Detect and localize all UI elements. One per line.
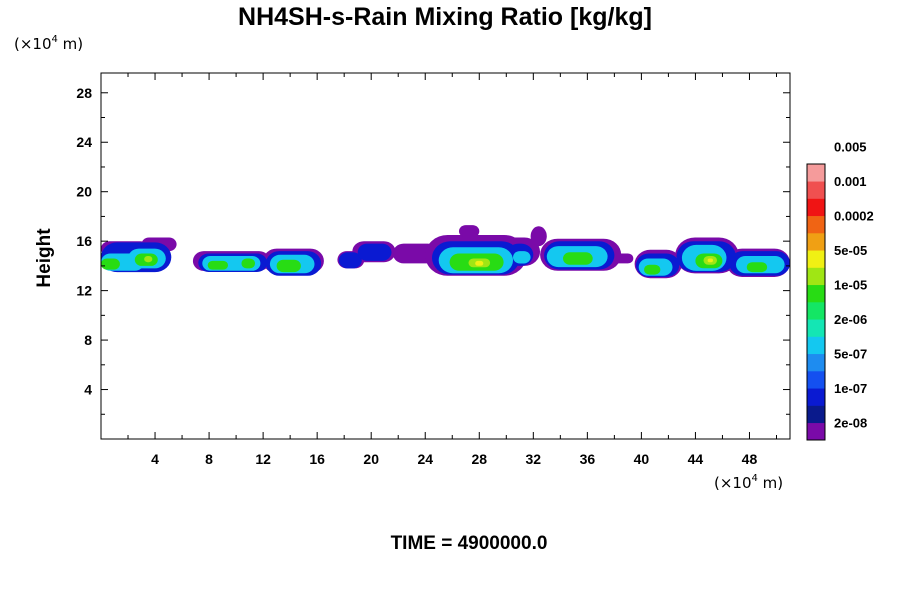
cloud-blob bbox=[144, 256, 153, 263]
x-tick-label: 12 bbox=[255, 451, 271, 467]
y-axis: 4 8 12 16 20 24 28 bbox=[76, 85, 790, 415]
colorbar-swatch bbox=[807, 405, 825, 424]
colorbar-label: 5e-07 bbox=[834, 346, 867, 361]
y-unit-exp: 4 bbox=[52, 34, 58, 45]
x-unit-label: (×104 m) bbox=[714, 473, 783, 492]
y-tick-label: 4 bbox=[84, 382, 92, 398]
x-axis: 4 8 12 16 20 24 28 32 36 40 44 48 bbox=[127, 73, 777, 467]
cloud-blob bbox=[530, 226, 547, 247]
colorbar-swatch bbox=[807, 336, 825, 355]
colorbar-swatch bbox=[807, 250, 825, 268]
cloud-blob bbox=[338, 252, 362, 269]
colorbar-swatch bbox=[807, 422, 825, 441]
colorbar-label: 2e-08 bbox=[834, 415, 867, 430]
x-tick-label: 16 bbox=[309, 451, 325, 467]
colorbar-frame bbox=[806, 163, 826, 441]
y-tick-label: 28 bbox=[76, 85, 92, 101]
colorbar-swatch bbox=[807, 302, 825, 320]
x-tick-label: 32 bbox=[526, 451, 542, 467]
x-tick-label: 24 bbox=[417, 451, 433, 467]
colorbar-label: 5e-05 bbox=[834, 243, 867, 258]
x-unit-suffix: m) bbox=[758, 474, 783, 492]
colorbar-label: 2e-06 bbox=[834, 312, 867, 327]
cloud-blob bbox=[746, 262, 768, 273]
y-tick-label: 20 bbox=[76, 184, 92, 200]
colorbar: 2e-08 1e-07 5e-07 2e-06 1e-05 5e-05 0.0002 0.00… bbox=[806, 139, 874, 441]
y-tick-label: 12 bbox=[76, 283, 92, 299]
x-tick-label: 36 bbox=[580, 451, 596, 467]
colorbar-label: 1e-07 bbox=[834, 381, 867, 396]
cloud-blob bbox=[357, 243, 392, 261]
x-tick-label: 44 bbox=[688, 451, 704, 467]
colorbar-swatch bbox=[807, 233, 825, 251]
colorbar-label: 0.0002 bbox=[834, 208, 874, 223]
y-unit-label: (×104 m) bbox=[14, 34, 83, 53]
colorbar-swatch bbox=[807, 181, 825, 199]
plot-frame bbox=[100, 72, 791, 440]
y-unit-prefix: (×10 bbox=[14, 35, 52, 53]
cloud-blob bbox=[207, 260, 228, 270]
chart-title: NH4SH-s-Rain Mixing Ratio [kg/kg] bbox=[238, 3, 652, 31]
colorbar-label: 0.005 bbox=[834, 139, 867, 154]
colorbar-swatch bbox=[807, 215, 825, 234]
cloud-blob bbox=[276, 259, 301, 273]
y-tick-label: 24 bbox=[76, 134, 92, 150]
x-unit-exp: 4 bbox=[752, 473, 758, 484]
x-unit-prefix: (×10 bbox=[714, 474, 752, 492]
colorbar-swatch bbox=[807, 198, 825, 217]
colorbar-swatch bbox=[807, 371, 825, 389]
colorbar-swatch bbox=[807, 319, 825, 337]
colorbar-swatch bbox=[807, 164, 825, 182]
x-tick-label: 4 bbox=[151, 451, 159, 467]
y-axis-label: Height bbox=[34, 228, 55, 288]
colorbar-swatch bbox=[807, 284, 825, 303]
time-label: TIME = 4900000.0 bbox=[391, 533, 548, 554]
cloud-blob bbox=[707, 258, 713, 263]
cloud-blob bbox=[513, 251, 531, 264]
y-tick-label: 8 bbox=[84, 332, 92, 348]
cloud-blob bbox=[644, 264, 661, 275]
colorbar-swatch bbox=[807, 388, 825, 406]
cloud-blob bbox=[459, 225, 480, 238]
cloud-field bbox=[101, 225, 790, 279]
cloud-blob bbox=[101, 258, 120, 270]
x-tick-label: 48 bbox=[742, 451, 758, 467]
cloud-blob bbox=[563, 252, 593, 265]
cloud-blob bbox=[609, 253, 634, 264]
x-tick-label: 40 bbox=[634, 451, 650, 467]
x-tick-label: 28 bbox=[471, 451, 487, 467]
cloud-blob bbox=[241, 258, 255, 269]
x-tick-label: 20 bbox=[363, 451, 379, 467]
cloud-blob bbox=[475, 260, 484, 266]
y-unit-suffix: m) bbox=[58, 35, 83, 53]
y-tick-label: 16 bbox=[76, 233, 92, 249]
colorbar-swatch bbox=[807, 267, 825, 286]
colorbar-swatch bbox=[807, 353, 825, 372]
x-tick-label: 8 bbox=[205, 451, 213, 467]
colorbar-label: 1e-05 bbox=[834, 277, 867, 292]
colorbar-label: 0.001 bbox=[834, 174, 867, 189]
